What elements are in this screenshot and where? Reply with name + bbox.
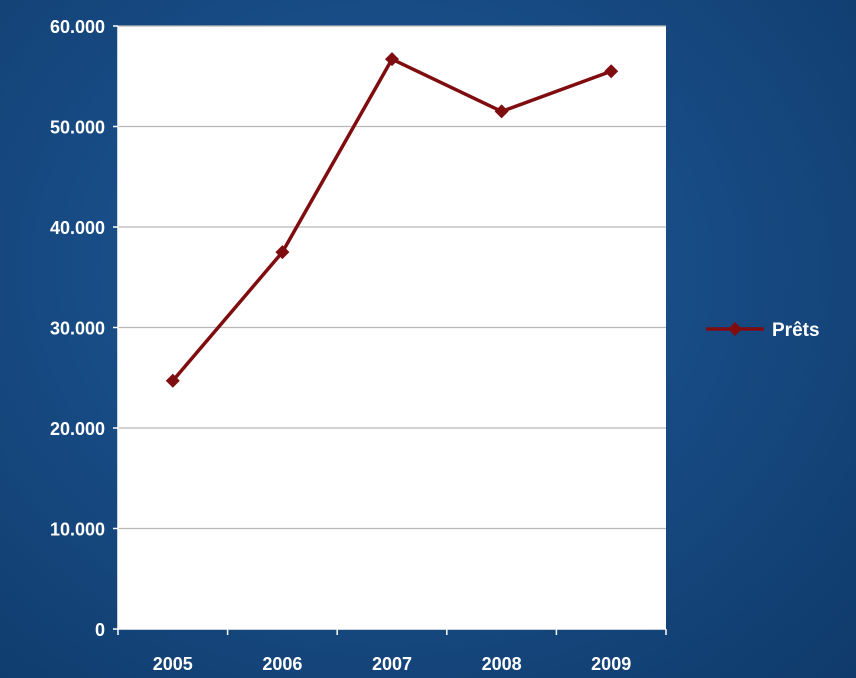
data-point-2007 [385, 52, 399, 67]
data-point-2006 [275, 245, 290, 260]
x-tick-label-4: 2009 [591, 654, 631, 674]
legend-marker [728, 322, 742, 336]
data-point-2008 [494, 104, 509, 119]
data-point-2009 [604, 64, 619, 79]
legend: Prêts [706, 320, 820, 341]
y-tick-label-1: 10.000 [50, 520, 105, 540]
y-tick-label-5: 50.000 [50, 118, 105, 138]
x-tick-label-3: 2008 [482, 654, 522, 674]
y-tick-label-6: 60.000 [50, 17, 105, 37]
y-tick-label-4: 40.000 [50, 218, 105, 238]
y-tick-label-2: 20.000 [50, 419, 105, 439]
legend-label: Prêts [772, 320, 820, 341]
y-tick-label-3: 30.000 [50, 319, 105, 339]
x-tick-label-1: 2006 [262, 654, 302, 674]
y-tick-label-0: 0 [95, 620, 105, 640]
data-point-2005 [165, 373, 180, 388]
x-tick-label-2: 2007 [372, 654, 412, 674]
axes: 0 10.000 20.000 30.000 40.000 50.000 60.000 200… [50, 17, 667, 674]
x-tick-label-0: 2005 [153, 654, 193, 674]
series-layer [165, 52, 619, 388]
gridlines [118, 25, 666, 530]
